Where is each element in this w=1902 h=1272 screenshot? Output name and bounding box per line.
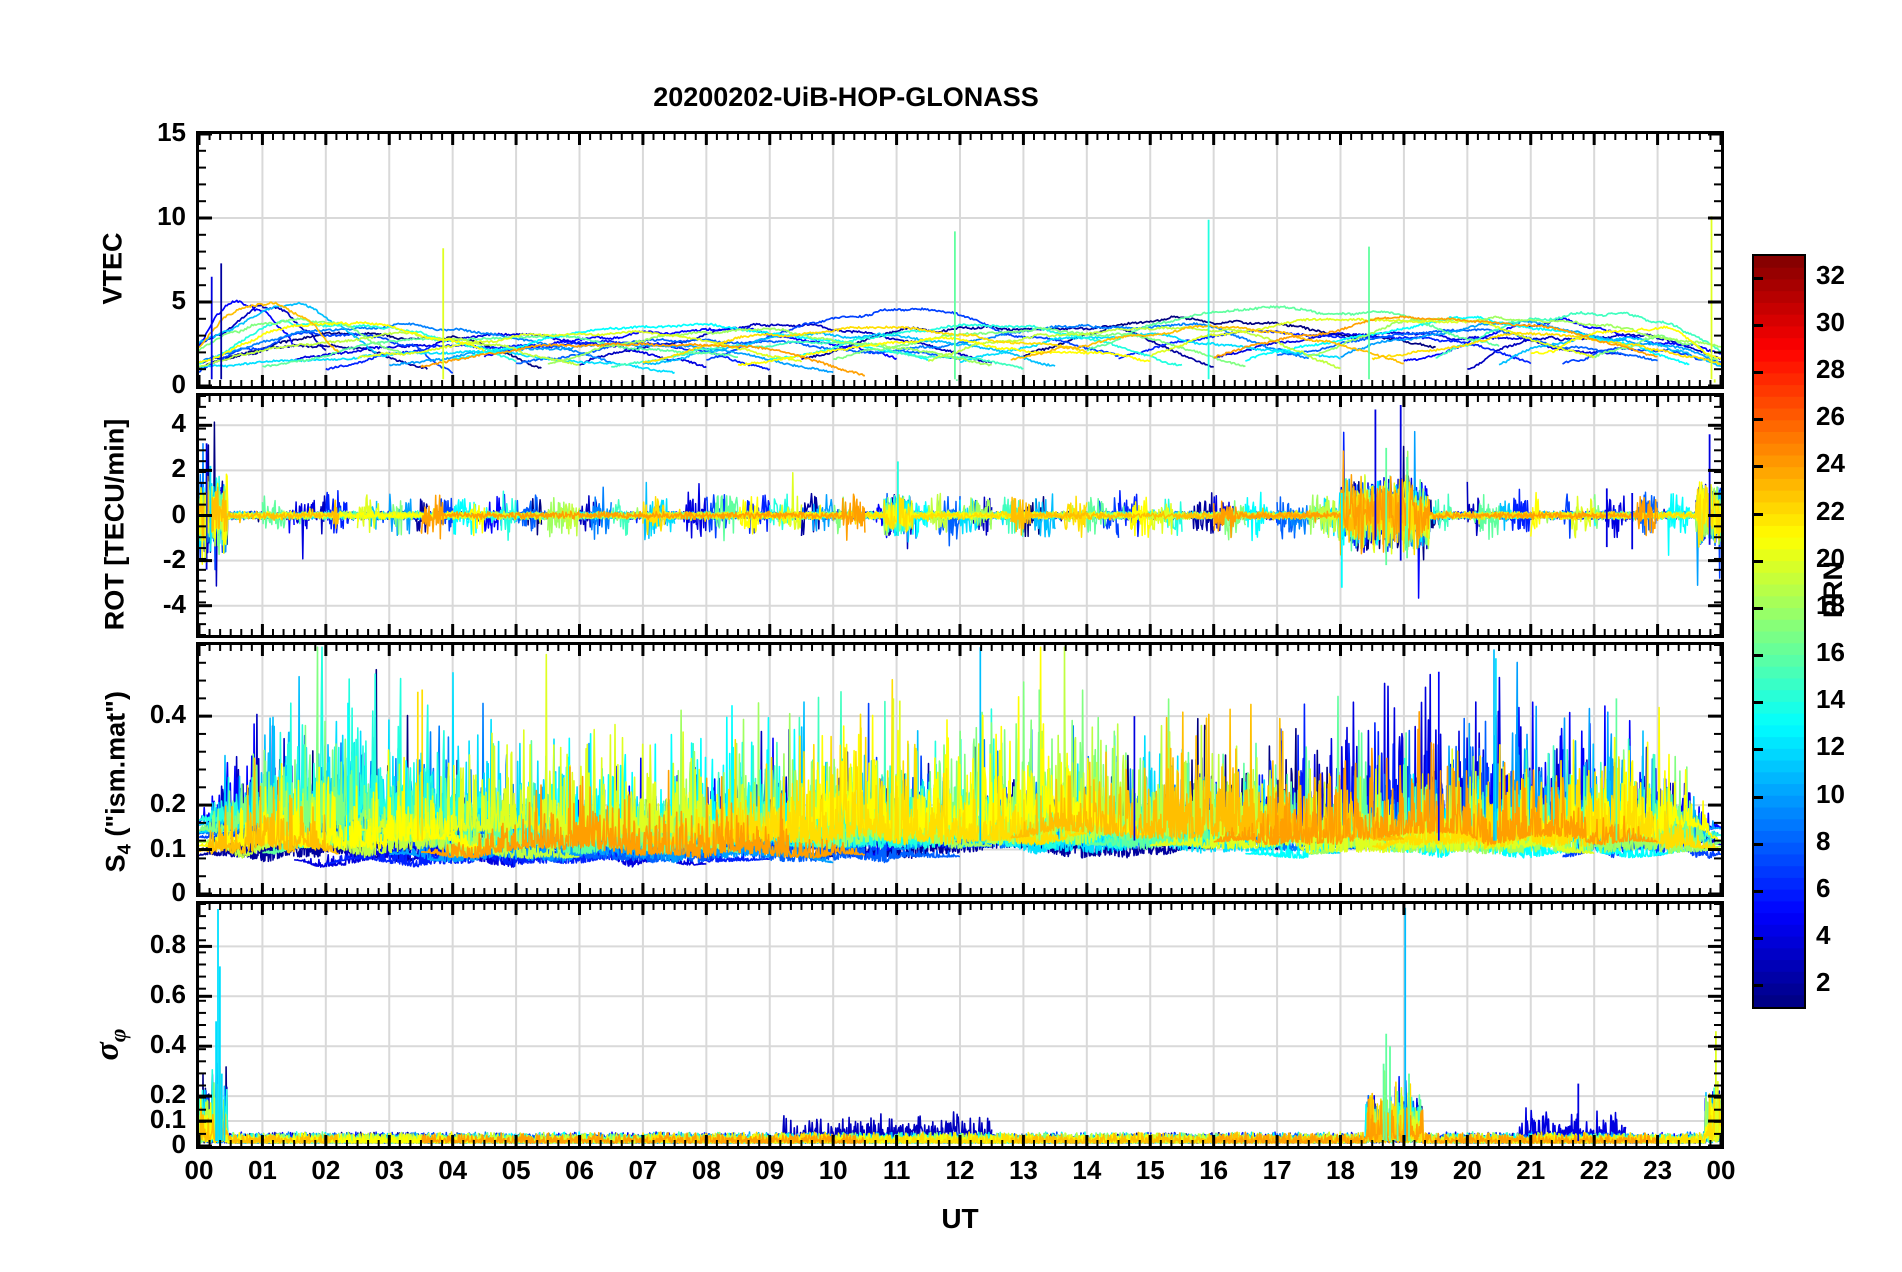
colorbar-tickmark-13: [1752, 890, 1763, 894]
ytick-vtec-0: 0: [171, 369, 186, 399]
colorbar-tickmark-10: [1752, 748, 1763, 752]
xtick-16: 16: [1199, 1155, 1229, 1185]
colorbar: [1752, 254, 1806, 1009]
colorbar-tickmark-12: [1752, 842, 1763, 846]
colorbar-tickmark-5: [1752, 512, 1763, 516]
colorbar-tickmark-7: [1752, 606, 1763, 610]
colorbar-tick-10: 12: [1816, 731, 1845, 762]
xtick-7: 07: [628, 1155, 658, 1185]
xtick-19: 19: [1389, 1155, 1419, 1185]
ylabel-s4: S4 ("ism.mat"): [100, 582, 135, 982]
ytick-rot-2: 0: [171, 498, 186, 529]
xtick-2: 02: [311, 1155, 341, 1185]
xtick-20: 20: [1452, 1155, 1482, 1185]
colorbar-tickmark-0: [1752, 276, 1763, 280]
colorbar-tick-8: 16: [1816, 637, 1845, 668]
colorbar-tickmark-15: [1752, 984, 1763, 988]
colorbar-tickmark-1: [1752, 323, 1763, 327]
colorbar-tick-6: 20: [1816, 542, 1845, 573]
colorbar-tick-15: 2: [1816, 967, 1831, 998]
ytick-vtec-1: 5: [171, 285, 186, 315]
colorbar-tick-2: 28: [1816, 353, 1845, 384]
xtick-10: 10: [818, 1155, 848, 1185]
xtick-12: 12: [945, 1155, 975, 1185]
colorbar-tickmark-8: [1752, 654, 1763, 658]
colorbar-tick-5: 22: [1816, 495, 1845, 526]
colorbar-tickmark-4: [1752, 465, 1763, 469]
ytick-sigmaphi-0: 0: [171, 1129, 186, 1159]
ytick-rot-0: -4: [162, 588, 186, 619]
colorbar-tick-7: 18: [1816, 589, 1845, 620]
xtick-13: 13: [1008, 1155, 1038, 1185]
xtick-21: 21: [1516, 1155, 1546, 1185]
ytick-s4-3: 0.4: [149, 699, 186, 730]
figure-title: 20200202-UiB-HOP-GLONASS: [653, 82, 1039, 112]
panel-rot: [196, 393, 1724, 638]
ytick-s4-2: 0.2: [149, 788, 186, 819]
xtick-1: 01: [247, 1155, 277, 1185]
ytick-s4-1: 0.1: [149, 832, 186, 863]
colorbar-tickmark-14: [1752, 937, 1763, 941]
colorbar-tick-13: 6: [1816, 873, 1831, 904]
xtick-4: 04: [438, 1155, 468, 1185]
xtick-8: 08: [691, 1155, 721, 1185]
colorbar-tick-14: 4: [1816, 920, 1831, 951]
panel-sigmaphi: [196, 901, 1724, 1149]
colorbar-tickmark-2: [1752, 370, 1763, 374]
ytick-s4-0: 0: [171, 877, 186, 907]
colorbar-tickmark-9: [1752, 701, 1763, 705]
ytick-vtec-3: 15: [157, 117, 186, 147]
ytick-vtec-2: 10: [157, 201, 186, 231]
colorbar-tick-9: 14: [1816, 684, 1845, 715]
colorbar-tick-3: 26: [1816, 401, 1845, 432]
xtick-23: 23: [1643, 1155, 1673, 1185]
xtick-17: 17: [1262, 1155, 1292, 1185]
ytick-sigmaphi-1: 0.1: [149, 1104, 186, 1135]
panel-s4: [196, 642, 1724, 897]
xtick-9: 09: [755, 1155, 785, 1185]
colorbar-tickmark-11: [1752, 795, 1763, 799]
xtick-18: 18: [1326, 1155, 1355, 1185]
ytick-sigmaphi-5: 0.8: [149, 929, 186, 960]
ytick-sigmaphi-3: 0.4: [149, 1029, 186, 1060]
ytick-rot-1: -2: [162, 543, 186, 574]
xtick-11: 11: [882, 1155, 911, 1185]
xaxis-label: UT: [941, 1203, 979, 1234]
xtick-15: 15: [1135, 1155, 1165, 1185]
colorbar-tick-1: 30: [1816, 306, 1845, 337]
panel-vtec: [196, 131, 1724, 389]
ytick-rot-3: 2: [171, 453, 186, 484]
ytick-rot-4: 4: [171, 408, 186, 439]
xtick-24: 00: [1706, 1155, 1736, 1185]
xtick-3: 03: [374, 1155, 404, 1185]
colorbar-tick-4: 24: [1816, 448, 1845, 479]
xtick-14: 14: [1072, 1155, 1102, 1185]
colorbar-tickmark-3: [1752, 418, 1763, 422]
xtick-5: 05: [501, 1155, 531, 1185]
colorbar-tickmark-6: [1752, 559, 1763, 563]
colorbar-tick-11: 10: [1816, 778, 1845, 809]
xtick-22: 22: [1579, 1155, 1609, 1185]
colorbar-tick-0: 32: [1816, 259, 1845, 290]
xtick-0: 00: [184, 1155, 214, 1185]
colorbar-label: PRN: [1818, 560, 1848, 618]
ytick-sigmaphi-2: 0.2: [149, 1079, 186, 1110]
colorbar-tick-12: 8: [1816, 825, 1831, 856]
ytick-sigmaphi-4: 0.6: [149, 979, 186, 1010]
xtick-6: 06: [565, 1155, 594, 1185]
